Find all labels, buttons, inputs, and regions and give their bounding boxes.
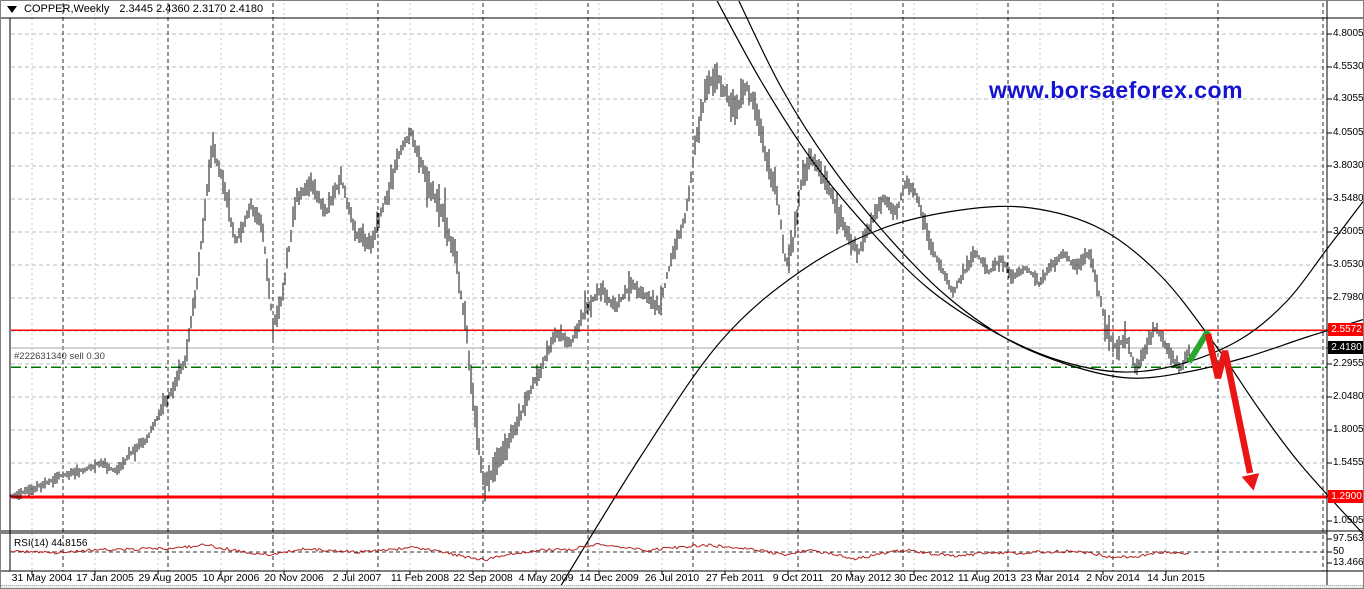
- date-label: 26 Jul 2010: [644, 572, 700, 584]
- price-axis-label: 2.2955: [1333, 358, 1364, 369]
- date-label: 17 Jan 2005: [76, 572, 134, 584]
- resistance-price-badge: 2.5572: [1328, 323, 1363, 336]
- price-axis-label: 3.0530: [1333, 259, 1364, 270]
- ohlc-values: 2.3445 2.4360 2.3170 2.4180: [119, 3, 264, 15]
- price-axis-label: 3.8030: [1333, 160, 1364, 171]
- price-axis-label: 2.0480: [1333, 391, 1364, 402]
- date-label: 2 Nov 2014: [1086, 572, 1140, 584]
- rsi-axis-label: 97.5631: [1333, 533, 1364, 544]
- date-label: 10 Apr 2006: [202, 572, 260, 584]
- chart-title-bar: COPPER,Weekly 2.3445 2.4360 2.3170 2.4180: [7, 3, 263, 15]
- date-label: 20 May 2012: [830, 572, 892, 584]
- date-label: 22 Sep 2008: [453, 572, 513, 584]
- symbol-period-label: COPPER,Weekly: [24, 3, 110, 15]
- price-axis-label: 1.0505: [1333, 515, 1364, 526]
- price-axis-label: 3.5480: [1333, 193, 1364, 204]
- date-label: 11 Aug 2013: [957, 572, 1017, 584]
- date-label: 14 Jun 2015: [1147, 572, 1205, 584]
- axis-ticks: [31, 33, 1332, 575]
- date-label: 29 Aug 2005: [138, 572, 198, 584]
- rsi-indicator-label: RSI(14) 44.8156: [14, 538, 88, 549]
- price-axis-label: 2.7980: [1333, 292, 1364, 303]
- price-axis-label: 4.5530: [1333, 61, 1364, 72]
- date-label: 14 Dec 2009: [579, 572, 639, 584]
- rsi-axis-label: 50: [1333, 546, 1345, 557]
- date-label: 31 May 2004: [11, 572, 73, 584]
- price-axis-label: 1.5455: [1333, 457, 1364, 468]
- date-label: 23 Mar 2014: [1020, 572, 1080, 584]
- trade-order-label: #222631340 sell 0.30: [14, 351, 105, 362]
- date-label: 27 Feb 2011: [705, 572, 765, 584]
- price-axis-label: 4.8005: [1333, 28, 1364, 39]
- grid-lines: [11, 3, 1327, 571]
- price-axis-label: 4.0505: [1333, 127, 1364, 138]
- watermark-text: www.borsaeforex.com: [989, 77, 1244, 103]
- inner-circle-arc: [738, 1, 1363, 379]
- price-axis-label: 1.8005: [1333, 424, 1364, 435]
- price-level-lines[interactable]: [11, 329, 1327, 499]
- date-label: 2 Jul 2007: [332, 572, 382, 584]
- rsi-pane: [10, 542, 1327, 562]
- date-label: 11 Feb 2008: [390, 572, 450, 584]
- forecast-annotations[interactable]: [1186, 329, 1260, 491]
- red-forecast-arrowhead: [1241, 473, 1260, 491]
- rsi-axis-label: 13.4668: [1333, 557, 1364, 568]
- price-axis-label: 3.3005: [1333, 226, 1364, 237]
- support-price-badge: 1.2900: [1328, 490, 1363, 503]
- dome-arc: [558, 205, 1363, 588]
- chart-dropdown-icon[interactable]: [7, 5, 17, 13]
- date-label: 4 May 2009: [518, 572, 574, 584]
- date-label: 30 Dec 2012: [894, 572, 954, 584]
- price-axis-label: 4.3055: [1333, 93, 1364, 104]
- drawn-curves[interactable]: [554, 1, 1364, 589]
- window-bottom-edge: [1, 585, 1363, 588]
- red-forecast-arrow: [1204, 333, 1254, 474]
- date-label: 20 Nov 2006: [264, 572, 324, 584]
- candlestick-series: [10, 62, 1190, 502]
- current-price-badge: 2.4180: [1328, 341, 1363, 354]
- outer-circle-arc: [716, 1, 1363, 373]
- date-label: 9 Oct 2011: [772, 572, 824, 584]
- green-entry-arrow: [1186, 329, 1211, 364]
